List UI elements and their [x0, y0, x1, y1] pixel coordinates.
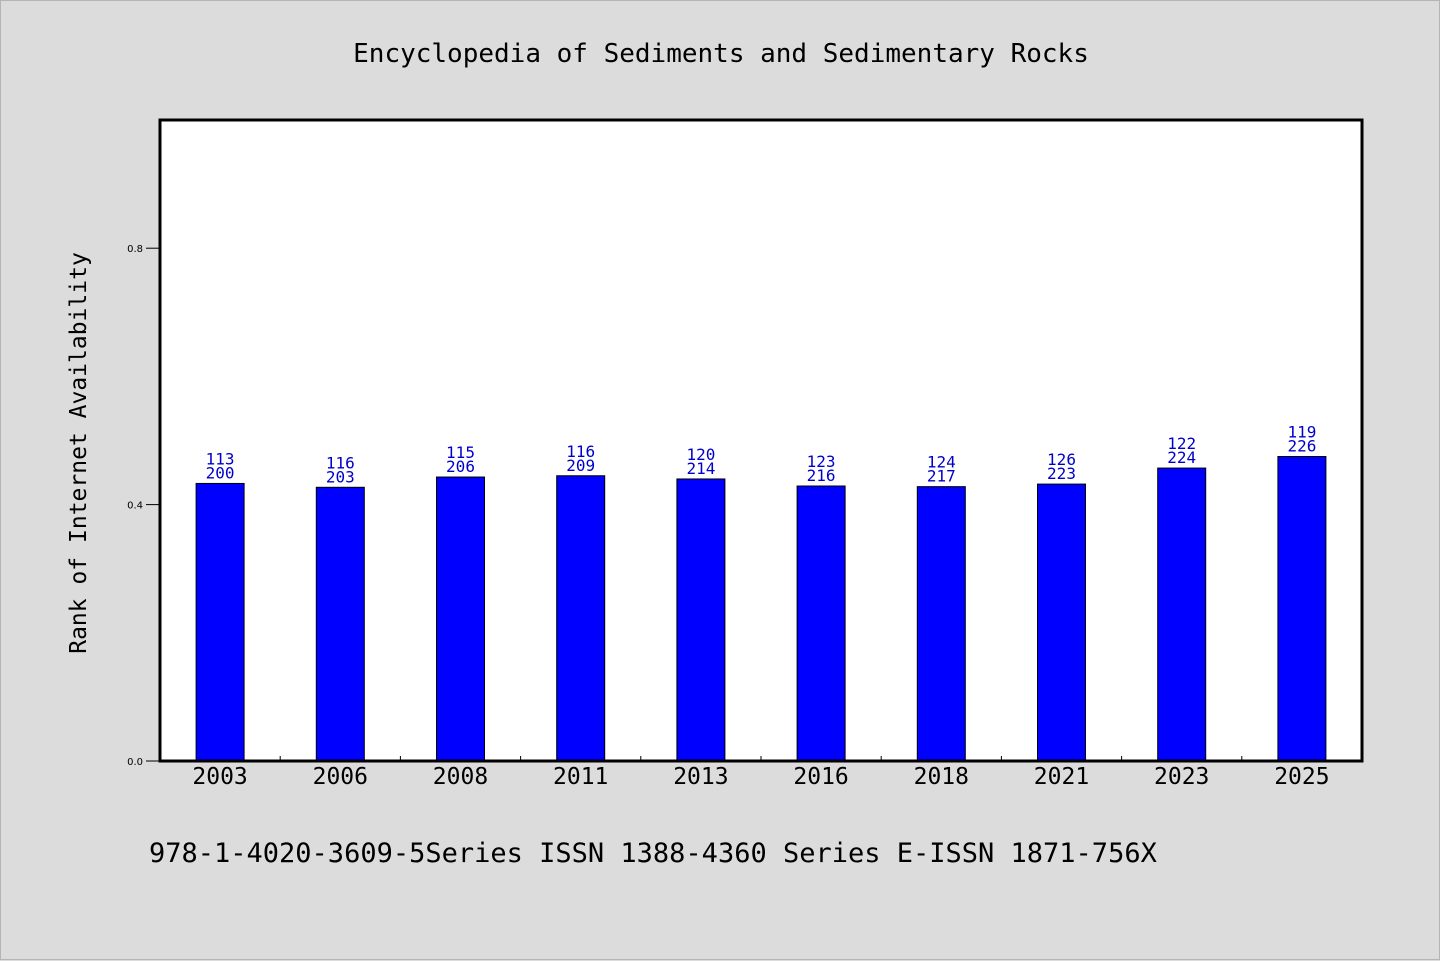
chart-title: Encyclopedia of Sediments and Sedimentar… — [353, 39, 1089, 69]
bar-label-bottom-2021: 223 — [1047, 464, 1076, 483]
x-tick-label-2011: 2011 — [553, 764, 608, 790]
x-axis: 2003 2006 2008 2011 2013 2016 2018 2021 2023 2025 — [192, 756, 1330, 790]
y-tick-label: 0.0 — [127, 757, 143, 768]
bar-label-top-2013: 120 — [686, 445, 715, 464]
bar-label-bottom-2006: 203 — [326, 467, 355, 486]
bar-label-bottom-2016: 216 — [807, 466, 836, 485]
x-tick-label-2006: 2006 — [313, 764, 368, 790]
bar-2018 — [916, 486, 966, 762]
y-axis: 0.0 0.4 0.8 — [127, 244, 160, 768]
bar-label-bottom-2018: 217 — [927, 467, 956, 486]
bar-2023 — [1157, 467, 1207, 762]
bar-label-top-2011: 116 — [566, 442, 595, 461]
bar-label-bottom-2025: 226 — [1287, 437, 1316, 456]
x-tick-label-2003: 2003 — [192, 764, 247, 790]
bar-label-top-2025: 119 — [1287, 423, 1316, 442]
x-tick-label-2016: 2016 — [793, 764, 848, 790]
x-tick-label-2018: 2018 — [914, 764, 969, 790]
bar-2011 — [556, 475, 606, 762]
bar-label-top-2016: 123 — [807, 452, 836, 471]
bar-label-bottom-2003: 200 — [206, 463, 235, 482]
y-axis-label: Rank of Internet Availability — [66, 252, 92, 654]
bars-layer — [195, 456, 1327, 762]
y-tick-label: 0.4 — [127, 501, 143, 512]
footer-isbn-issn: 978-1-4020-3609-5Series ISSN 1388-4360 S… — [149, 838, 1157, 869]
x-tick-label-2008: 2008 — [433, 764, 488, 790]
x-tick-label-2013: 2013 — [673, 764, 728, 790]
bar-label-bottom-2023: 224 — [1167, 448, 1196, 467]
bar-label-bottom-2013: 214 — [686, 459, 715, 478]
bar-label-top-2021: 126 — [1047, 450, 1076, 469]
bar-2008 — [436, 476, 485, 762]
bar-label-bottom-2008: 206 — [446, 457, 475, 476]
x-tick-label-2023: 2023 — [1154, 764, 1209, 790]
bar-label-top-2008: 115 — [446, 443, 475, 462]
bar-label-top-2003: 113 — [206, 449, 235, 468]
bar-label-top-2018: 124 — [927, 453, 956, 472]
bar-label-bottom-2011: 209 — [566, 456, 595, 475]
x-tick-label-2025: 2025 — [1274, 764, 1329, 790]
bar-2006 — [315, 486, 365, 762]
bar-label-top-2023: 122 — [1167, 434, 1196, 453]
y-tick-label: 0.8 — [127, 244, 143, 255]
plot-border — [158, 118, 1364, 763]
bar-label-top-2006: 116 — [326, 453, 355, 472]
bar-2016 — [796, 485, 846, 762]
bar-2021 — [1037, 483, 1086, 762]
bar-2003 — [195, 482, 245, 762]
bar-2025 — [1277, 456, 1327, 762]
x-tick-label-2021: 2021 — [1034, 764, 1089, 790]
bar-2013 — [676, 478, 726, 762]
